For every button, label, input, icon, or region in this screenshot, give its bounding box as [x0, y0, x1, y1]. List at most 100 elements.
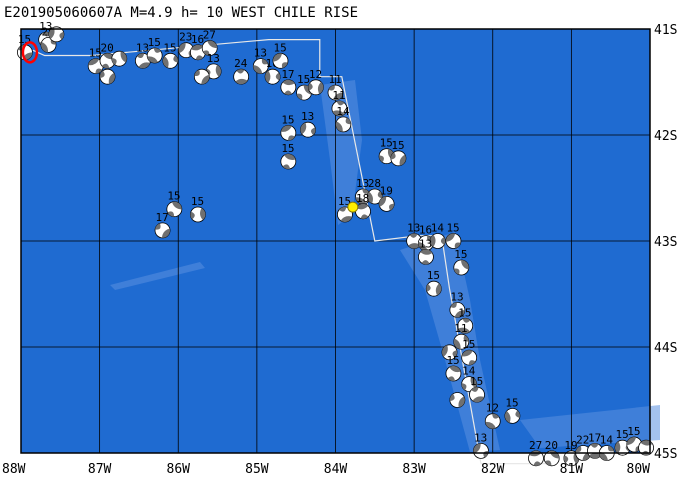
event-depth-label: 14 [600, 434, 614, 447]
ridge-shape [110, 262, 205, 290]
event-depth-label: 15 [148, 36, 161, 49]
map-frame [20, 28, 651, 454]
beachball: 15 [190, 195, 206, 223]
event-depth-label: 23 [179, 31, 192, 44]
beachball: 13 [449, 290, 466, 318]
y-tick-label: 43S [654, 235, 677, 250]
map-title: E201905060607A M=4.9 h= 10 WEST CHILE RI… [4, 5, 358, 21]
beachball: 15 [469, 375, 485, 403]
beachball: 11 [453, 322, 470, 350]
beachball: 20 [543, 439, 560, 467]
epicenter-marker [347, 201, 359, 213]
beachball: 15 [504, 396, 521, 424]
event-depth-label: 15 [462, 338, 475, 351]
beachball: 15 [453, 248, 470, 276]
event-depth-label: 28 [368, 177, 381, 190]
event-depth-label: 20 [100, 41, 113, 54]
beachball: 12 [307, 68, 324, 96]
event-depth-label: 13 [301, 110, 314, 123]
event-depth-label: 15 [427, 269, 440, 282]
beachball: 13 [300, 110, 316, 138]
event-depth-label: 15 [89, 47, 102, 60]
event-depth-label: 15 [281, 142, 294, 155]
event-depth-label: 15 [167, 190, 180, 203]
plate-boundary-line [32, 38, 556, 465]
beachball: 17 [587, 431, 603, 459]
event-depth-label: 14 [431, 222, 445, 235]
beachball: 13 [252, 47, 269, 74]
y-tick-label: 42S [654, 129, 677, 144]
beachball: 15 [457, 306, 474, 334]
beachball: 16 [190, 33, 206, 61]
event-depth-label: 17 [281, 68, 294, 81]
beachball: 15 [272, 41, 289, 69]
event-depth-label: 13 [474, 431, 487, 444]
beachball: 19 [378, 184, 395, 212]
beachball: 15 [445, 222, 462, 249]
event-depth-label: 15 [470, 375, 483, 388]
event-depth-label: 13 [254, 47, 267, 60]
x-tick-label: 82W [481, 462, 505, 477]
beachball: 13 [134, 41, 151, 69]
event-depth-label: 15 [446, 222, 459, 235]
beachball: 27 [201, 29, 218, 56]
y-tick-label: 45S [654, 447, 677, 462]
beachball: 15 [425, 269, 442, 297]
event-depth-label: 17 [588, 431, 601, 444]
event-depth-label: 13 [136, 41, 149, 54]
beachball: 15 [390, 139, 407, 167]
event-depth-label: 13 [450, 290, 463, 303]
beachball: 15 [296, 73, 312, 101]
beachball: 14 [461, 365, 478, 393]
beachball: 22 [575, 434, 592, 461]
x-tick-label: 85W [245, 462, 269, 477]
beachball: 11 [327, 73, 344, 101]
beachball: 17 [280, 68, 297, 96]
event-depth-label: 11 [329, 73, 342, 86]
y-tick-label: 44S [654, 341, 677, 356]
beachball [99, 68, 116, 85]
event-depth-label: 15 [446, 354, 459, 367]
beachball: 24 [233, 57, 250, 85]
event-depth-label: 15 [458, 306, 471, 319]
beachball: 15 [87, 47, 104, 74]
beachball: 14 [335, 105, 352, 133]
event-depth-label: 15 [163, 41, 176, 54]
event-depth-label: 15 [297, 73, 310, 86]
beachball: 17 [154, 211, 171, 239]
event-depth-label: 11 [332, 89, 345, 102]
beachball [111, 50, 128, 67]
beachball: 15 [162, 41, 179, 69]
event-depth-label: 13 [207, 52, 220, 65]
event-depth-label: 19 [564, 439, 577, 452]
event-depth-label: 12 [486, 402, 499, 415]
beachball: 14 [429, 222, 446, 249]
event-depth-label: 15 [191, 195, 204, 208]
x-tick-label: 88W [2, 462, 26, 477]
event-depth-label: 19 [380, 184, 393, 197]
ridge-shape [520, 405, 660, 448]
event-depth-label: 15 [281, 113, 294, 126]
event-depth-label: 16 [419, 224, 432, 237]
event-depth-label: 13 [407, 222, 420, 235]
x-tick-label: 87W [88, 462, 112, 477]
beachball: 15 [280, 113, 297, 141]
beachball: 15 [378, 137, 395, 165]
event-depth-label: 14 [462, 365, 476, 378]
beachball [441, 344, 458, 361]
event-depth-label: 11 [454, 322, 467, 335]
x-tick-label: 81W [560, 462, 584, 477]
x-tick-label: 84W [324, 462, 348, 477]
beachball: 11 [331, 89, 348, 117]
beachball: 15 [146, 36, 163, 64]
event-depth-label: 13 [419, 237, 432, 250]
event-depth-label: 13 [39, 20, 52, 33]
event-depth-label: 15 [505, 396, 518, 409]
beachball: 13 [418, 237, 434, 265]
beachball: 28 [366, 177, 383, 205]
highlight-ring [21, 41, 39, 64]
x-tick-label: 86W [167, 462, 191, 477]
event-depth-label: 15 [627, 425, 640, 438]
beachball [193, 68, 210, 85]
